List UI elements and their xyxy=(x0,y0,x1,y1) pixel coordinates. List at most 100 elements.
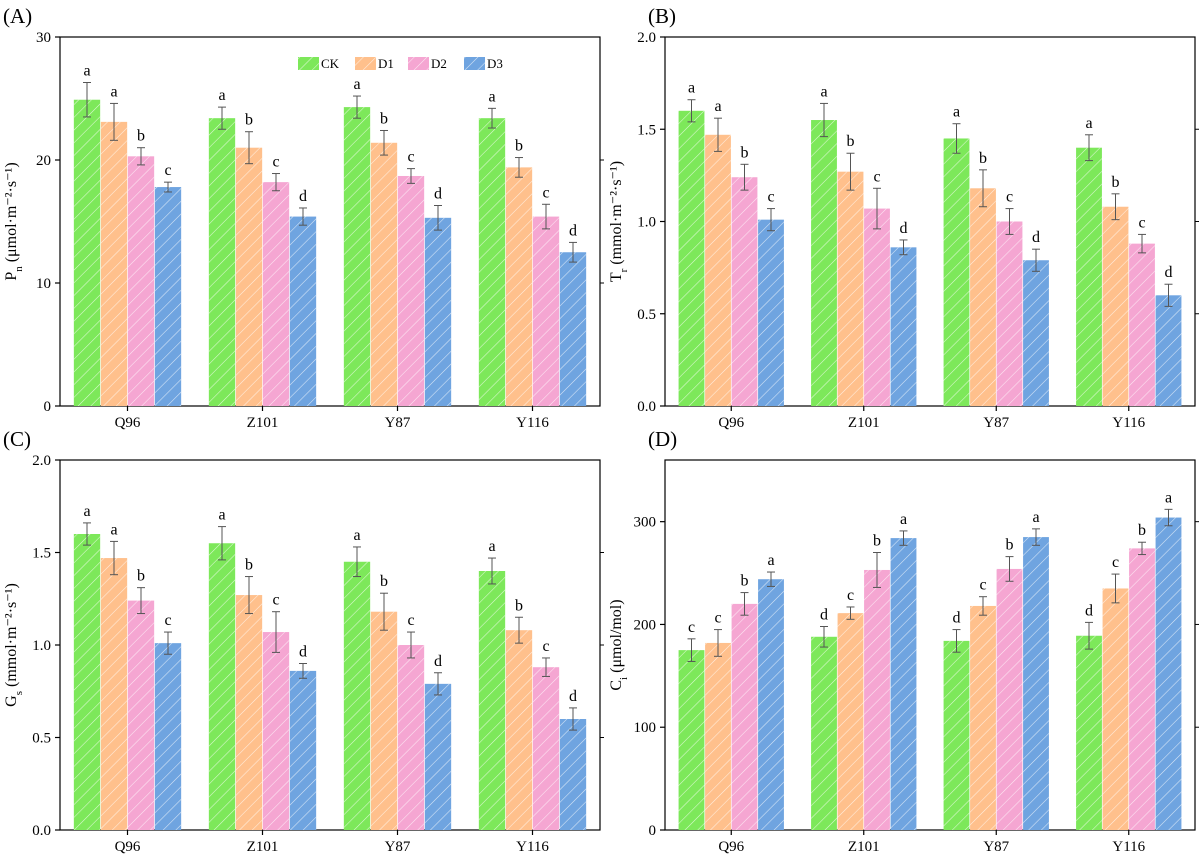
significance-label: c xyxy=(847,587,854,604)
significance-label: a xyxy=(820,83,827,100)
x-tick-label: Y87 xyxy=(385,839,411,855)
significance-label: d xyxy=(299,644,307,661)
bar-hatch xyxy=(864,569,890,830)
y-tick-label: 200 xyxy=(634,617,657,633)
x-tick-label: Z101 xyxy=(247,415,279,431)
significance-label: b xyxy=(741,573,749,590)
bar-hatch xyxy=(370,142,398,406)
bar-hatch xyxy=(127,600,155,830)
bar-hatch xyxy=(996,221,1023,406)
axis-frame xyxy=(664,459,1196,831)
significance-label: d xyxy=(434,186,442,203)
significance-label: d xyxy=(1032,229,1040,246)
panel-a: (A) 0 10 20 30 Pn (μmol·m⁻²·s⁻¹) Q96 a a b c Z101 a b… xyxy=(3,4,604,431)
x-tick-label: Q96 xyxy=(115,415,141,431)
significance-label: c xyxy=(407,612,414,629)
bar-hatch xyxy=(235,595,263,830)
axis-frame xyxy=(59,36,601,407)
x-tick-label: Y87 xyxy=(385,415,411,431)
bar-hatch xyxy=(678,110,705,407)
significance-label: b xyxy=(245,112,253,129)
x-tick-label: Z101 xyxy=(848,839,880,855)
x-tick-label: Q96 xyxy=(718,415,744,431)
significance-label: b xyxy=(515,138,523,155)
y-tick-label: 30 xyxy=(36,30,51,46)
bar-hatch xyxy=(424,217,452,406)
bar-hatch xyxy=(1076,635,1102,830)
bar-hatch xyxy=(478,118,506,407)
y-tick-label: 2.0 xyxy=(32,453,51,469)
legend: CK D1 D2 D3 xyxy=(298,56,503,71)
panel-label: (B) xyxy=(648,4,676,28)
bar-hatch xyxy=(1023,260,1049,406)
significance-label: c xyxy=(542,184,549,201)
bar-hatch xyxy=(235,147,263,406)
significance-label: b xyxy=(873,533,881,550)
significance-label: a xyxy=(110,83,117,100)
significance-label: b xyxy=(741,144,749,161)
significance-label: b xyxy=(380,110,388,127)
legend-item-d3: D3 xyxy=(464,56,503,71)
bar-hatch xyxy=(370,611,398,830)
bar-hatch xyxy=(1129,548,1155,830)
x-tick-label: Y87 xyxy=(983,415,1009,431)
x-tick-label: Y116 xyxy=(1112,839,1145,855)
significance-label: a xyxy=(714,98,721,115)
y-axis-label: Tr (mmol·m⁻²·s⁻¹) xyxy=(608,161,630,282)
bar-hatch xyxy=(1155,517,1182,830)
bar-hatch xyxy=(532,667,560,830)
x-tick-label: Z101 xyxy=(848,415,880,431)
panel-c: (C) 0.0 0.5 1.0 1.5 2.0 Gs (mmol·m⁻²·s⁻¹) Q96 a a… xyxy=(3,427,604,855)
bar-hatch xyxy=(343,561,371,830)
bar-hatch xyxy=(73,534,101,830)
significance-label: c xyxy=(1006,189,1013,206)
y-tick-label: 300 xyxy=(634,515,657,531)
bar-hatch xyxy=(970,605,996,830)
x-tick-label: Z101 xyxy=(247,839,279,855)
significance-label: c xyxy=(272,154,279,171)
significance-label: c xyxy=(873,168,880,185)
significance-label: d xyxy=(1085,602,1093,619)
bar-hatch xyxy=(731,177,758,406)
significance-label: b xyxy=(847,133,855,150)
bar-hatch xyxy=(1129,243,1155,406)
significance-label: b xyxy=(380,573,388,590)
y-axis-label: Pn (μmol·m⁻²·s⁻¹) xyxy=(3,162,25,280)
significance-label: a xyxy=(488,88,495,105)
legend-swatch-hatch xyxy=(298,57,319,70)
bar-hatch xyxy=(73,99,101,406)
bar-hatch xyxy=(154,643,182,830)
y-tick-label: 0 xyxy=(649,823,657,839)
bar-hatch xyxy=(758,219,784,406)
y-axis-label: Ci (μmol/mol) xyxy=(608,599,630,690)
legend-swatch-hatch xyxy=(355,57,376,70)
legend-item-ck: CK xyxy=(298,56,340,71)
significance-label: b xyxy=(137,128,145,145)
significance-label: a xyxy=(218,87,225,104)
significance-label: c xyxy=(1138,214,1145,231)
bar-hatch xyxy=(397,645,425,830)
significance-label: c xyxy=(767,189,774,206)
significance-label: c xyxy=(714,610,721,627)
y-tick-label: 10 xyxy=(36,276,51,292)
bar-hatch xyxy=(970,188,996,406)
bar-hatch xyxy=(559,719,587,830)
significance-label: c xyxy=(164,612,171,629)
bar-hatch xyxy=(890,538,917,830)
bar-hatch xyxy=(289,670,317,830)
significance-label: c xyxy=(407,149,414,166)
bar-hatch xyxy=(837,171,864,406)
bar-hatch xyxy=(532,216,560,406)
significance-label: d xyxy=(299,188,307,205)
panel-d: (D) 0 100 200 300 Ci (μmol/mol) Q96 c c b a Z101 d c b… xyxy=(608,427,1199,855)
bar-hatch xyxy=(1102,588,1129,830)
x-tick-label: Y87 xyxy=(983,839,1009,855)
bar-hatch xyxy=(100,121,128,407)
significance-label: c xyxy=(1112,554,1119,571)
bar-hatch xyxy=(811,636,837,830)
x-tick-label: Y116 xyxy=(516,415,549,431)
significance-label: a xyxy=(688,80,695,97)
legend-label: CK xyxy=(321,56,340,71)
significance-label: d xyxy=(569,688,577,705)
